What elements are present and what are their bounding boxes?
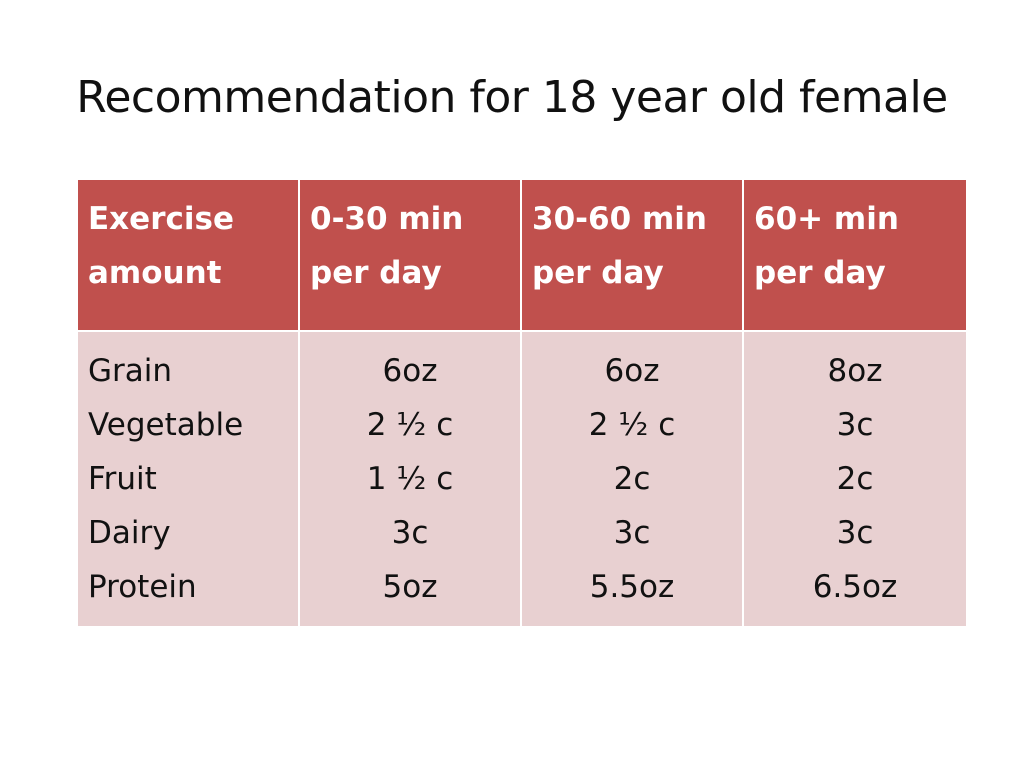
header-line: 0-30 min [310,201,464,237]
header-0-30-min: 0-30 min per day [298,178,522,332]
values-60-plus-min: 8oz 3c 2c 3c 6.5oz [742,330,968,628]
table-cell: 2 ½ c [588,407,676,443]
row-label-vegetable: Vegetable [88,407,244,443]
table-cell: 1 ½ c [366,461,454,497]
header-60-plus-min: 60+ min per day [742,178,968,332]
table-body-row: Grain Vegetable Fruit Dairy Protein 6oz … [76,330,968,628]
table-cell: 6oz [382,353,438,389]
table-cell: 5oz [382,569,438,605]
table-cell: 3c [836,515,874,551]
table-cell: 3c [391,515,429,551]
values-0-30-min: 6oz 2 ½ c 1 ½ c 3c 5oz [298,330,522,628]
table-cell: 2 ½ c [366,407,454,443]
header-line: per day [310,255,442,291]
page-title: Recommendation for 18 year old female [76,72,948,123]
header-line: per day [532,255,664,291]
table-cell: 6.5oz [812,569,898,605]
header-30-60-min: 30-60 min per day [520,178,744,332]
row-label-dairy: Dairy [88,515,171,551]
header-line: amount [88,255,222,291]
table-cell: 8oz [827,353,883,389]
table-cell: 5.5oz [589,569,675,605]
row-label-fruit: Fruit [88,461,157,497]
table-cell: 6oz [604,353,660,389]
row-label-grain: Grain [88,353,173,389]
table-cell: 3c [836,407,874,443]
food-group-labels: Grain Vegetable Fruit Dairy Protein [76,330,300,628]
table-cell: 3c [613,515,651,551]
header-line: 30-60 min [532,201,707,237]
table-header-row: Exercise amount 0-30 min per day 30-60 m… [76,178,968,332]
recommendation-table: Exercise amount 0-30 min per day 30-60 m… [76,178,968,628]
header-line: per day [754,255,886,291]
table-cell: 2c [836,461,874,497]
values-30-60-min: 6oz 2 ½ c 2c 3c 5.5oz [520,330,744,628]
header-exercise-amount: Exercise amount [76,178,300,332]
row-label-protein: Protein [88,569,197,605]
header-line: 60+ min [754,201,899,237]
header-line: Exercise [88,201,234,237]
table-cell: 2c [613,461,651,497]
